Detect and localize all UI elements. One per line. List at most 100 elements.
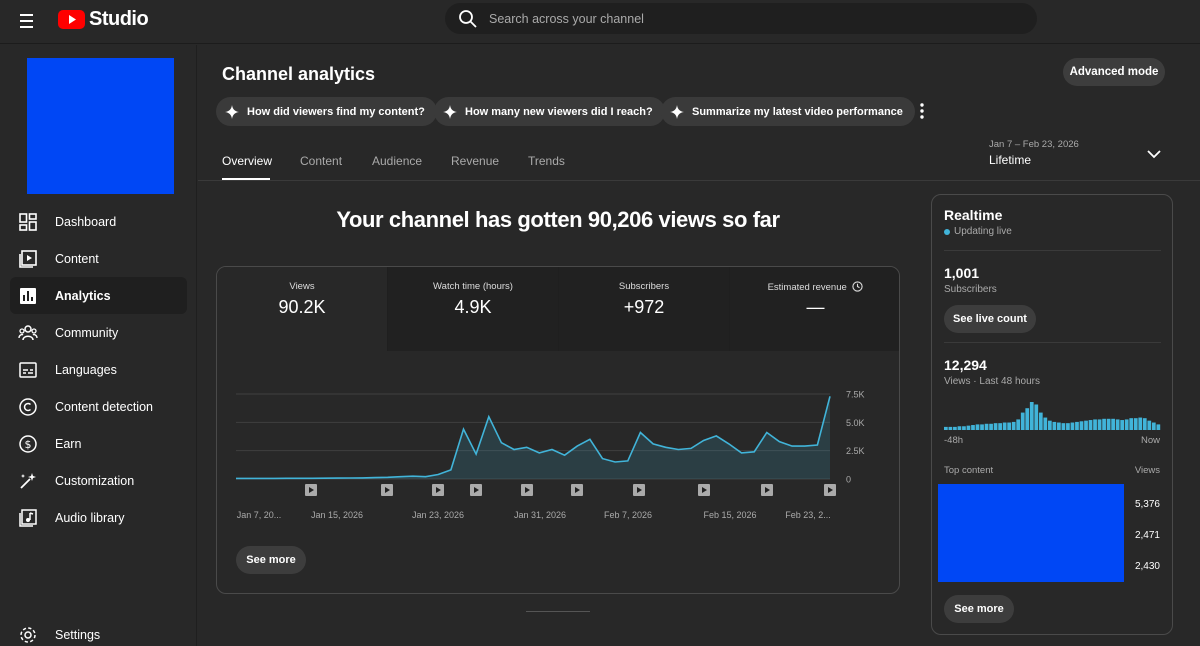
sidebar-item-settings[interactable]: Settings xyxy=(10,616,187,646)
sidebar-item-community[interactable]: Community xyxy=(10,314,187,351)
realtime-bar xyxy=(1142,418,1147,430)
video-marker-icon[interactable] xyxy=(470,484,482,496)
suggestion-chip-traffic[interactable]: How did viewers find my content? xyxy=(216,97,437,126)
divider xyxy=(944,250,1161,251)
tab-content[interactable]: Content xyxy=(300,154,343,168)
logo-text: Studio xyxy=(89,7,149,30)
metric-subscribers[interactable]: Subscribers +972 xyxy=(559,267,730,351)
see-more-button[interactable]: See more xyxy=(944,595,1014,623)
sidebar-item-audio-library[interactable]: Audio library xyxy=(10,499,187,536)
advanced-mode-button[interactable]: Advanced mode xyxy=(1063,58,1165,86)
youtube-logo-icon xyxy=(58,9,85,29)
video-marker-icon[interactable] xyxy=(305,484,317,496)
realtime-bar xyxy=(1102,418,1106,430)
see-more-button[interactable]: See more xyxy=(236,546,306,574)
menu-icon[interactable] xyxy=(18,12,40,30)
see-live-count-button[interactable]: See live count xyxy=(944,305,1036,333)
video-marker-icon[interactable] xyxy=(432,484,444,496)
realtime-bar xyxy=(1151,422,1156,430)
realtime-views-value: 12,294 xyxy=(944,357,987,373)
views-series-line xyxy=(236,396,831,480)
sidebar-item-content[interactable]: Content xyxy=(10,240,187,277)
sidebar-item-content-detection[interactable]: Content detection xyxy=(10,388,187,425)
top-content-value: 2,430 xyxy=(1134,561,1160,572)
sidebar-item-languages[interactable]: Languages xyxy=(10,351,187,388)
sidebar-item-earn[interactable]: $ Earn xyxy=(10,425,187,462)
metrics-card: Views 90.2K Watch time (hours) 4.9K Subs… xyxy=(216,266,900,594)
chip-label: How did viewers find my content? xyxy=(247,105,425,118)
suggestion-chip-new-viewers[interactable]: How many new viewers did I reach? xyxy=(434,97,665,126)
video-marker-icon[interactable] xyxy=(381,484,393,496)
sidebar-item-label: Audio library xyxy=(55,510,125,525)
top-content-thumbnails[interactable] xyxy=(938,484,1124,582)
realtime-bar xyxy=(1070,422,1075,430)
metric-estimated-revenue[interactable]: Estimated revenue — xyxy=(730,267,899,351)
search-input[interactable] xyxy=(489,11,989,26)
chip-label: How many new viewers did I reach? xyxy=(465,105,653,118)
page-title: Channel analytics xyxy=(222,64,376,84)
sidebar-item-label: Community xyxy=(55,325,119,340)
sidebar-item-analytics[interactable]: Analytics xyxy=(10,277,187,314)
views-header: Views xyxy=(1134,465,1160,476)
metric-watch-time[interactable]: Watch time (hours) 4.9K xyxy=(388,267,559,351)
metric-value: 4.9K xyxy=(454,297,492,317)
active-tab-indicator xyxy=(222,178,270,180)
top-content-value: 5,376 xyxy=(1134,499,1160,510)
video-marker-icon[interactable] xyxy=(761,484,773,496)
sidebar-item-customization[interactable]: Customization xyxy=(10,462,187,499)
metric-label: Estimated revenue xyxy=(730,281,899,293)
live-dot-icon xyxy=(944,228,950,235)
date-range-text[interactable]: Jan 7 – Feb 23, 2026 xyxy=(989,139,1079,150)
sidebar-item-label: Earn xyxy=(55,436,82,451)
youtube-studio-logo[interactable]: Studio xyxy=(58,7,149,31)
suggestion-chip-summary[interactable]: Summarize my latest video performance xyxy=(661,97,915,126)
realtime-bar xyxy=(1097,419,1102,430)
realtime-title: Realtime xyxy=(944,207,1003,223)
realtime-bar xyxy=(1007,422,1012,430)
tab-audience[interactable]: Audience xyxy=(372,154,423,168)
sidebar-item-label: Languages xyxy=(55,362,117,377)
sidebar: Dashboard Content Analytics Community xyxy=(0,45,197,646)
sparkle-icon xyxy=(670,104,684,119)
video-marker-icon[interactable] xyxy=(633,484,645,496)
realtime-bar xyxy=(989,423,993,430)
top-bar: Studio xyxy=(0,0,1200,44)
search-bar[interactable] xyxy=(445,3,1037,34)
realtime-bar xyxy=(1057,422,1061,430)
search-icon[interactable] xyxy=(458,9,478,29)
earn-icon: $ xyxy=(19,434,37,453)
date-range-label[interactable]: Lifetime xyxy=(989,153,1032,167)
realtime-bar xyxy=(1106,418,1111,430)
sidebar-item-label: Content detection xyxy=(55,399,153,414)
analytics-icon xyxy=(20,287,36,304)
languages-icon xyxy=(19,361,37,378)
metric-label-text: Estimated revenue xyxy=(767,282,847,293)
realtime-bar xyxy=(998,423,1002,430)
realtime-subscribers-value: 1,001 xyxy=(944,265,980,281)
chip-label: Summarize my latest video performance xyxy=(692,105,903,118)
realtime-bar xyxy=(1002,422,1007,430)
tab-overview[interactable]: Overview xyxy=(222,154,273,168)
video-marker-icon[interactable] xyxy=(571,484,583,496)
metric-views[interactable]: Views 90.2K xyxy=(217,267,388,351)
channel-avatar[interactable] xyxy=(27,58,174,194)
tab-trends[interactable]: Trends xyxy=(528,154,565,168)
realtime-bar xyxy=(1047,420,1052,430)
realtime-bar xyxy=(1147,420,1152,430)
realtime-bar xyxy=(1061,423,1066,430)
video-marker-icon[interactable] xyxy=(824,484,836,496)
sidebar-item-dashboard[interactable]: Dashboard xyxy=(10,203,187,240)
video-marker-icon[interactable] xyxy=(521,484,533,496)
x-tick-label: Jan 31, 2026 xyxy=(514,510,566,520)
realtime-bar xyxy=(984,423,989,430)
realtime-bar xyxy=(944,426,948,430)
chevron-down-icon[interactable] xyxy=(1146,147,1162,161)
dashboard-icon xyxy=(19,212,37,231)
realtime-bar xyxy=(1043,417,1048,430)
x-tick-label: Jan 23, 2026 xyxy=(412,510,464,520)
realtime-bar xyxy=(948,426,953,430)
realtime-subscribers-label: Subscribers xyxy=(944,284,997,295)
more-vertical-icon[interactable] xyxy=(914,101,930,121)
video-marker-icon[interactable] xyxy=(698,484,710,496)
tab-revenue[interactable]: Revenue xyxy=(451,154,500,168)
